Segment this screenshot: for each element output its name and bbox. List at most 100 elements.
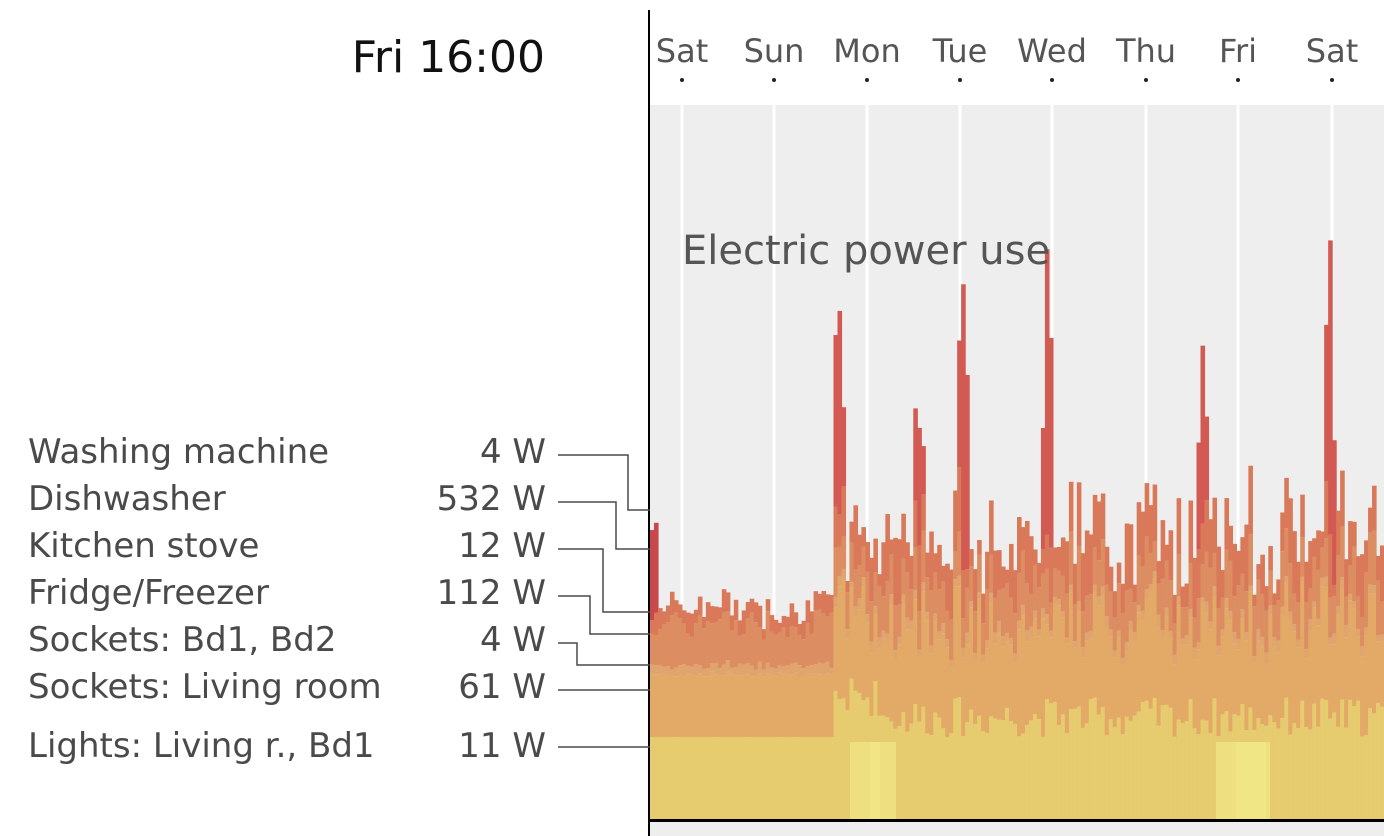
area-segment — [1072, 563, 1078, 605]
legend-connector-dishwasher — [558, 501, 650, 550]
area-segment — [957, 467, 962, 532]
area-segment — [657, 665, 663, 674]
area-segment — [1196, 549, 1202, 599]
area-segment — [857, 598, 863, 610]
area-segment — [833, 547, 839, 597]
area-segment — [997, 550, 1002, 590]
area-segment — [1284, 576, 1289, 583]
area-segment — [697, 673, 703, 737]
area-segment — [1176, 498, 1182, 554]
area-segment — [1044, 249, 1050, 535]
area-segment — [1244, 524, 1249, 592]
area-segment — [1244, 591, 1249, 633]
area-segment — [1308, 630, 1313, 730]
area-segment — [837, 586, 843, 700]
area-segment — [825, 737, 831, 822]
area-segment — [1272, 722, 1277, 822]
area-segment — [1128, 620, 1134, 631]
area-segment — [1372, 593, 1377, 714]
area-segment — [1140, 511, 1146, 567]
area-segment — [1380, 706, 1384, 822]
area-segment — [1148, 505, 1154, 554]
area-segment — [921, 582, 926, 592]
area-segment — [1304, 727, 1309, 822]
area-segment — [1360, 736, 1365, 822]
area-segment — [797, 676, 803, 737]
area-segment — [1180, 645, 1186, 723]
area-segment — [1240, 537, 1245, 574]
area-segment — [865, 542, 870, 572]
area-segment — [741, 610, 747, 635]
area-segment — [1032, 618, 1038, 715]
area-segment — [653, 665, 659, 675]
area-segment — [1168, 638, 1174, 708]
area-segment — [1252, 656, 1257, 663]
area-segment — [761, 737, 767, 822]
area-segment — [697, 737, 703, 822]
area-segment — [749, 665, 755, 677]
area-segment — [1296, 639, 1301, 648]
area-segment — [757, 661, 763, 674]
day-tick-dot — [1236, 78, 1240, 82]
area-segment — [801, 668, 807, 676]
area-segment — [1252, 606, 1257, 657]
area-segment — [749, 598, 755, 613]
area-segment — [693, 664, 699, 676]
area-segment — [1316, 530, 1321, 570]
area-segment — [1180, 607, 1186, 639]
day-tick-dot — [1330, 78, 1334, 82]
area-segment — [745, 663, 751, 675]
area-segment — [1060, 714, 1066, 822]
area-segment — [769, 674, 775, 737]
area-segment — [1076, 611, 1082, 707]
area-segment — [757, 673, 763, 737]
area-segment — [1364, 540, 1369, 573]
area-segment — [1284, 477, 1289, 529]
area-segment — [1256, 564, 1261, 580]
day-tick-label: Sat — [655, 32, 709, 70]
area-segment — [1100, 586, 1106, 597]
area-segment — [1272, 646, 1277, 723]
area-segment — [845, 710, 851, 822]
area-segment — [953, 698, 958, 822]
area-segment — [1348, 699, 1353, 822]
legend-value-kitchen-stove: 12 W — [458, 526, 546, 566]
area-segment — [1328, 240, 1333, 535]
area-segment — [925, 620, 930, 734]
area-segment — [1096, 596, 1102, 606]
area-segment — [757, 737, 763, 822]
area-segment — [1200, 564, 1206, 598]
area-segment — [1268, 614, 1273, 716]
area-segment — [685, 673, 691, 737]
area-segment — [1324, 700, 1329, 822]
area-segment — [1184, 583, 1190, 608]
area-segment — [1220, 629, 1226, 637]
area-segment — [1188, 609, 1194, 618]
area-segment — [1096, 501, 1102, 561]
area-segment — [1052, 596, 1058, 603]
area-segment — [1320, 698, 1325, 822]
area-segment — [893, 537, 898, 606]
area-segment — [1220, 570, 1226, 598]
area-segment — [1128, 720, 1134, 822]
area-segment — [1196, 734, 1202, 822]
area-segment — [650, 737, 655, 822]
area-segment — [1088, 534, 1094, 595]
area-segment — [1076, 706, 1082, 822]
area-segment — [653, 674, 659, 737]
area-segment — [1164, 616, 1170, 705]
area-segment — [1364, 627, 1369, 636]
area-segment — [781, 673, 787, 737]
area-segment — [941, 728, 946, 822]
area-segment — [745, 618, 751, 664]
area-segment — [765, 737, 771, 822]
area-segment — [965, 374, 970, 570]
legend-label-sockets-living-room: Sockets: Living room — [28, 667, 382, 707]
area-segment — [1380, 601, 1384, 635]
area-segment — [781, 666, 787, 674]
area-segment — [945, 647, 950, 737]
area-segment — [1080, 553, 1086, 611]
area-segment — [1124, 651, 1130, 717]
area-segment — [1300, 494, 1305, 538]
area-segment — [1052, 702, 1058, 822]
